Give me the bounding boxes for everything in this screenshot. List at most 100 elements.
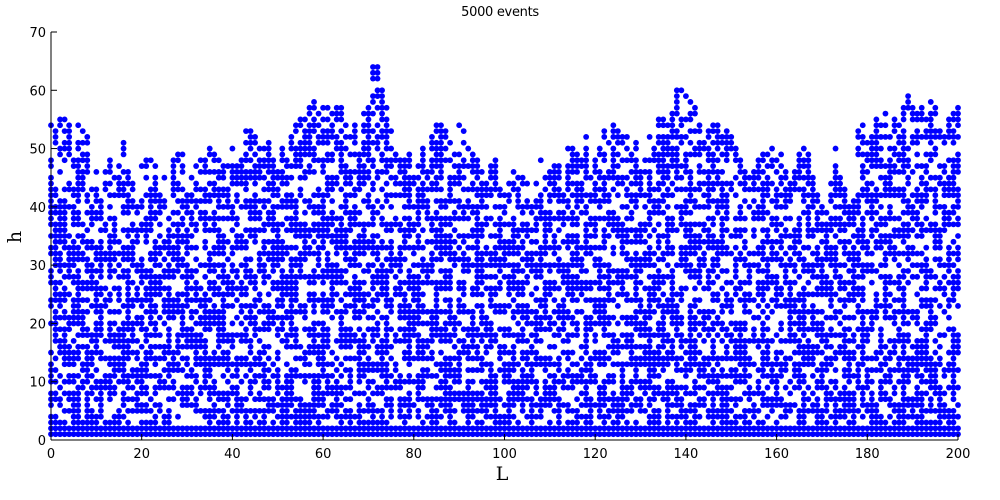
data-point xyxy=(755,303,762,309)
data-point xyxy=(315,233,322,239)
data-point xyxy=(261,431,268,438)
data-point xyxy=(84,256,91,263)
data-point xyxy=(107,308,113,315)
data-point xyxy=(120,390,127,397)
data-point xyxy=(492,384,499,391)
data-point xyxy=(206,227,213,234)
data-point xyxy=(673,151,680,158)
data-point xyxy=(292,419,299,426)
data-point xyxy=(351,291,358,298)
data-point xyxy=(138,407,145,414)
data-point xyxy=(202,291,209,298)
data-point xyxy=(202,314,209,321)
data-point xyxy=(419,291,426,298)
data-point xyxy=(601,326,608,333)
data-point xyxy=(188,372,195,379)
data-point xyxy=(147,431,154,438)
data-point xyxy=(723,349,730,356)
data-point xyxy=(134,407,141,414)
data-point xyxy=(166,384,172,391)
data-point xyxy=(224,291,231,298)
data-point xyxy=(252,303,258,309)
data-point xyxy=(116,425,122,432)
data-point xyxy=(392,361,399,368)
data-point xyxy=(134,227,141,234)
data-point xyxy=(692,104,698,111)
data-point xyxy=(170,180,177,187)
data-point xyxy=(170,431,177,438)
data-point xyxy=(211,320,218,327)
data-point xyxy=(642,390,648,397)
data-point xyxy=(614,163,621,169)
data-point xyxy=(247,361,254,368)
data-point xyxy=(283,174,290,181)
data-point xyxy=(143,268,150,274)
data-point xyxy=(265,326,272,333)
data-point xyxy=(642,407,648,414)
data-point xyxy=(75,285,82,292)
data-point xyxy=(660,367,667,373)
data-point xyxy=(456,180,463,187)
data-point xyxy=(574,320,580,327)
data-point xyxy=(147,157,154,164)
data-point xyxy=(315,425,322,432)
data-point xyxy=(683,413,689,420)
data-point xyxy=(447,308,453,315)
data-point xyxy=(288,320,295,327)
data-point xyxy=(424,203,431,210)
data-point xyxy=(401,419,408,426)
data-point xyxy=(261,250,268,257)
data-point xyxy=(447,139,453,146)
data-point xyxy=(333,134,340,140)
data-point xyxy=(342,407,349,414)
data-point xyxy=(324,227,331,234)
data-point xyxy=(397,407,404,414)
data-point xyxy=(97,303,104,309)
data-point xyxy=(497,186,503,193)
data-point xyxy=(637,180,644,187)
data-point xyxy=(365,367,372,373)
data-point xyxy=(655,297,662,304)
data-point xyxy=(633,367,639,373)
data-point xyxy=(306,297,313,304)
data-point xyxy=(184,303,190,309)
data-point xyxy=(696,186,703,193)
data-point xyxy=(311,402,317,408)
data-point xyxy=(406,361,413,368)
data-point xyxy=(256,168,263,175)
data-point xyxy=(297,372,304,379)
data-point xyxy=(419,384,426,391)
data-point xyxy=(669,192,676,199)
data-point xyxy=(578,355,585,362)
data-point xyxy=(660,343,667,350)
data-point xyxy=(746,273,753,280)
data-point xyxy=(256,174,263,181)
data-point xyxy=(624,145,630,152)
data-point xyxy=(66,343,73,350)
data-point xyxy=(692,326,698,333)
data-point xyxy=(107,378,113,385)
data-point xyxy=(120,168,127,175)
data-point xyxy=(79,419,86,426)
data-point xyxy=(147,279,154,286)
data-point xyxy=(361,250,367,257)
data-point xyxy=(311,291,317,298)
data-point xyxy=(125,384,131,391)
data-point xyxy=(370,180,376,187)
data-point xyxy=(705,314,712,321)
data-point xyxy=(442,145,449,152)
data-point xyxy=(143,157,150,164)
data-point xyxy=(474,343,481,350)
data-point xyxy=(760,367,766,373)
data-point xyxy=(170,314,177,321)
data-point xyxy=(220,355,227,362)
data-point xyxy=(84,355,91,362)
data-point xyxy=(683,134,689,140)
data-point xyxy=(88,209,95,216)
data-point xyxy=(111,343,118,350)
data-point xyxy=(306,134,313,140)
data-point xyxy=(406,233,413,239)
data-point xyxy=(156,273,163,280)
data-point xyxy=(320,244,326,251)
data-point xyxy=(510,180,517,187)
